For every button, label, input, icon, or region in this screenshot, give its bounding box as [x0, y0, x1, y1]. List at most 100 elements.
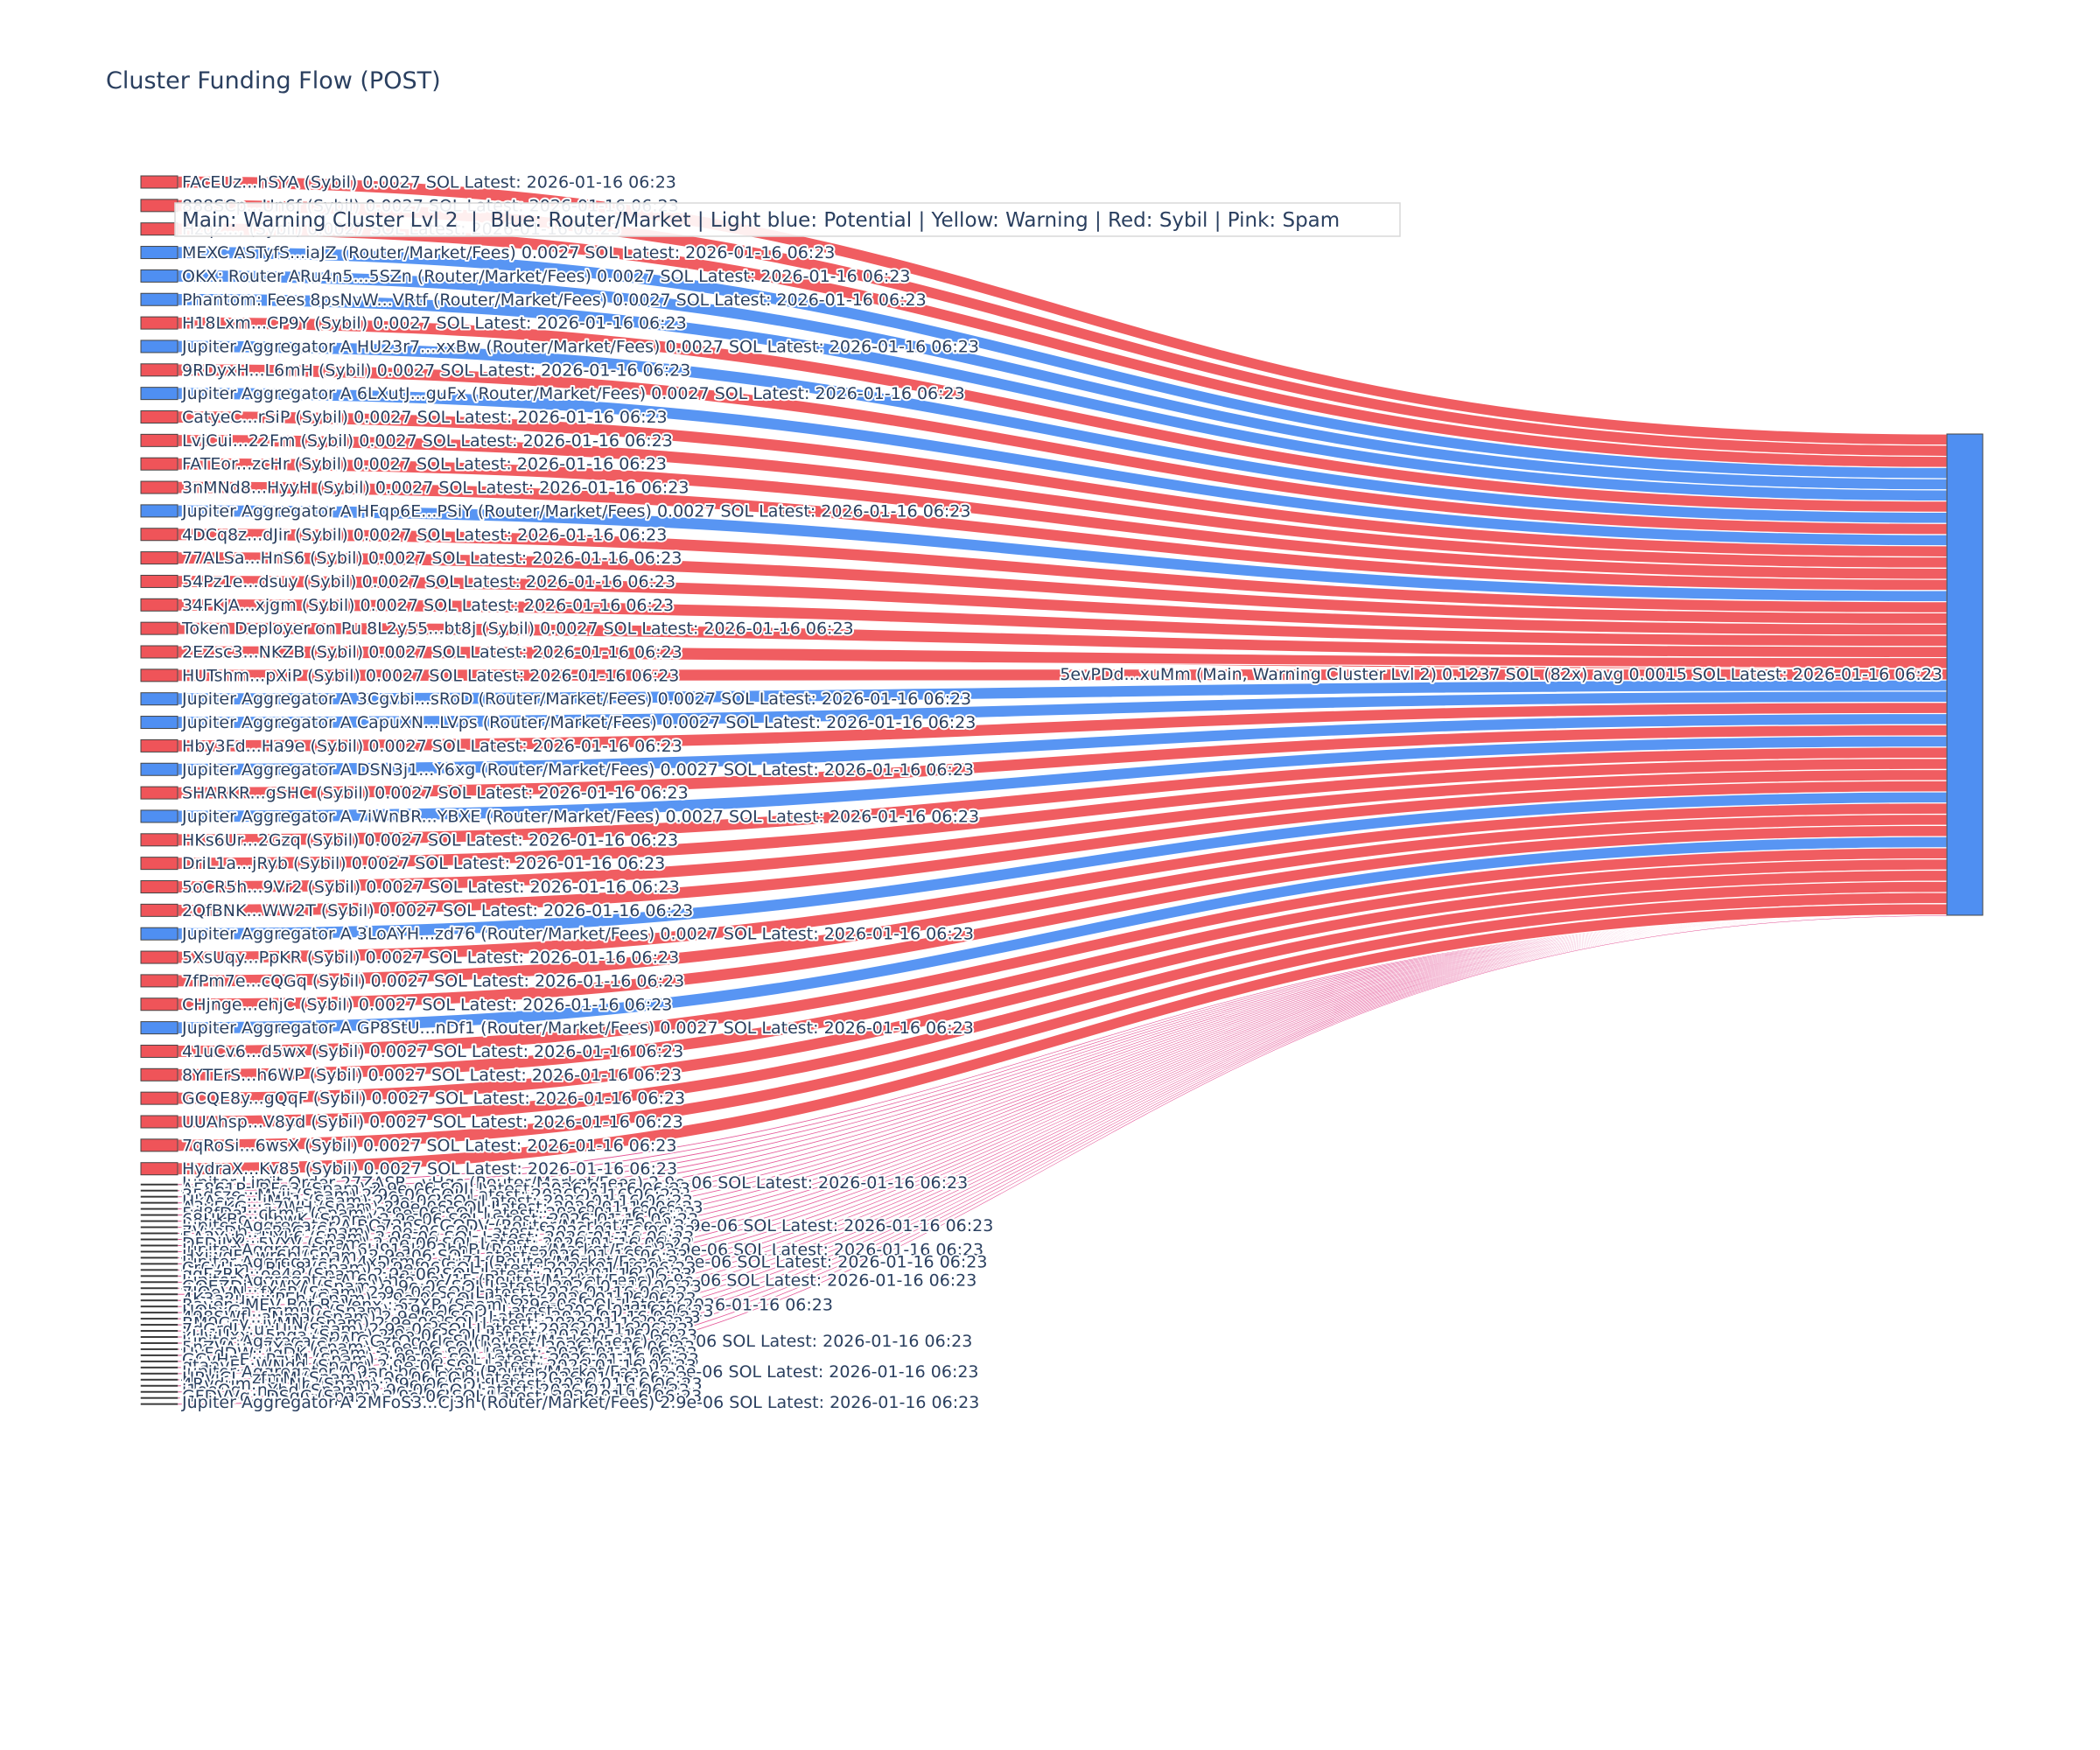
source-node[interactable] — [140, 1195, 178, 1198]
target-node[interactable] — [1946, 433, 1984, 916]
source-node[interactable] — [140, 387, 178, 401]
source-node[interactable] — [140, 410, 178, 424]
source-node[interactable] — [140, 1324, 178, 1326]
source-node[interactable] — [140, 1214, 178, 1216]
source-node[interactable] — [140, 246, 178, 260]
source-node[interactable] — [140, 363, 178, 377]
source-node-label: 5oCR5h...9Vr2 (Sybil) 0.0027 SOL Latest:… — [182, 878, 680, 897]
source-node[interactable] — [140, 738, 178, 752]
source-node[interactable] — [140, 1390, 178, 1393]
source-node[interactable] — [140, 1287, 178, 1290]
source-node[interactable] — [140, 1269, 178, 1271]
source-node-label: 5XsUqy...PpKR (Sybil) 0.0027 SOL Latest:… — [182, 948, 679, 968]
source-node[interactable] — [140, 504, 178, 518]
source-node[interactable] — [140, 1396, 178, 1399]
source-node[interactable] — [140, 1318, 178, 1320]
source-node[interactable] — [140, 1115, 178, 1129]
source-node[interactable] — [140, 1138, 178, 1152]
source-node[interactable] — [140, 903, 178, 917]
source-node[interactable] — [140, 998, 178, 1012]
source-node[interactable] — [140, 1312, 178, 1314]
source-node[interactable] — [140, 1378, 178, 1381]
source-node[interactable] — [140, 927, 178, 941]
source-node[interactable] — [140, 1250, 178, 1253]
source-node[interactable] — [140, 340, 178, 354]
source-node[interactable] — [140, 1208, 178, 1210]
source-node[interactable] — [140, 269, 178, 283]
source-node-label: SHARKR...gSHC (Sybil) 0.0027 SOL Latest:… — [182, 784, 689, 803]
source-node[interactable] — [140, 1044, 178, 1058]
source-node[interactable] — [140, 1366, 178, 1368]
source-node[interactable] — [140, 762, 178, 776]
source-node[interactable] — [140, 457, 178, 471]
source-node[interactable] — [140, 1293, 178, 1296]
source-node[interactable] — [140, 1330, 178, 1333]
sankey-link[interactable] — [177, 914, 1948, 1405]
source-node[interactable] — [140, 1201, 178, 1204]
source-node[interactable] — [140, 316, 178, 330]
source-node-label: 68HKBo...LbwK (Spam) 2.9e-06 SOL Latest:… — [182, 1210, 698, 1229]
source-node-label: 41uCv6...d5wx (Sybil) 0.0027 SOL Latest:… — [182, 1042, 683, 1061]
source-node[interactable] — [140, 433, 178, 447]
source-node-label: 77ALSa...HnS6 (Sybil) 0.0027 SOL Latest:… — [182, 549, 682, 568]
source-node[interactable] — [140, 1354, 178, 1356]
source-node[interactable] — [140, 1068, 178, 1082]
source-node[interactable] — [140, 528, 178, 542]
source-node[interactable] — [140, 1360, 178, 1362]
source-node[interactable] — [140, 668, 178, 682]
source-node-label: A3yFKG...a7WH (Spam) 2.9e-06 SOL Latest:… — [182, 1198, 704, 1217]
source-node-label: 7fPm7e...cQGq (Sybil) 0.0027 SOL Latest:… — [182, 971, 684, 990]
source-node[interactable] — [140, 1091, 178, 1105]
source-node[interactable] — [140, 1281, 178, 1284]
source-node[interactable] — [140, 1220, 178, 1222]
source-node[interactable] — [140, 809, 178, 823]
source-node[interactable] — [140, 1384, 178, 1387]
source-node[interactable] — [140, 1021, 178, 1035]
source-node[interactable] — [140, 1189, 178, 1192]
source-node[interactable] — [140, 598, 178, 612]
source-node[interactable] — [140, 692, 178, 706]
source-node[interactable] — [140, 175, 178, 189]
source-node[interactable] — [140, 1183, 178, 1186]
source-node[interactable] — [140, 1238, 178, 1241]
source-node[interactable] — [140, 1336, 178, 1338]
source-node[interactable] — [140, 1162, 178, 1176]
source-node-label: 5A2Yvb...HYk6 (Spam) 2.9e-06 SOL Latest:… — [182, 1228, 694, 1248]
source-node-label: CHjnge...ehjC (Sybil) 0.0027 SOL Latest:… — [182, 995, 672, 1014]
source-node-label: 5d8fDa...cbm5 (Spam) 2.9e-06 SOL Latest:… — [182, 1204, 696, 1223]
source-node[interactable] — [140, 950, 178, 964]
source-node[interactable] — [140, 1403, 178, 1405]
source-node[interactable] — [140, 1306, 178, 1308]
source-node-label: xUwUxx...5nga (Spam) 2.9e-06 SOL Latest:… — [182, 1326, 697, 1345]
source-node[interactable] — [140, 716, 178, 730]
source-node[interactable] — [140, 574, 178, 588]
source-node[interactable] — [140, 880, 178, 893]
source-node[interactable] — [140, 480, 178, 494]
source-node[interactable] — [140, 222, 178, 236]
source-node[interactable] — [140, 857, 178, 871]
source-node[interactable] — [140, 833, 178, 847]
source-node-label: Hby3Fd...Ha9e (Sybil) 0.0027 SOL Latest:… — [182, 737, 682, 756]
source-node[interactable] — [140, 1263, 178, 1265]
source-node-label: H18Lxm...CP9Y (Sybil) 0.0027 SOL Latest:… — [182, 314, 687, 333]
source-node[interactable] — [140, 1256, 178, 1259]
source-node[interactable] — [140, 645, 178, 659]
source-node[interactable] — [140, 1226, 178, 1228]
source-node-label: Jupiter Aggregator A 69yhfo...aV15 (Rout… — [181, 1271, 976, 1291]
source-node[interactable] — [140, 1232, 178, 1235]
source-node[interactable] — [140, 786, 178, 800]
source-node[interactable] — [140, 292, 178, 306]
source-node-label: HRyjCJ...zfmM (Spam) 2.9e-06 SOL Latest:… — [182, 1368, 688, 1388]
source-node[interactable] — [140, 1372, 178, 1375]
source-node[interactable] — [140, 199, 178, 213]
source-node[interactable] — [140, 974, 178, 988]
source-node-label: 7JQeVN...fXcP (Spam) 2.9e-06 SOL Latest:… — [182, 1283, 687, 1302]
source-node-label: 34FKjA...xjgm (Sybil) 0.0027 SOL Latest:… — [182, 596, 674, 615]
source-node[interactable] — [140, 1299, 178, 1302]
source-node[interactable] — [140, 1275, 178, 1278]
source-node[interactable] — [140, 1348, 178, 1350]
source-node[interactable] — [140, 551, 178, 565]
source-node[interactable] — [140, 1341, 178, 1344]
source-node[interactable] — [140, 621, 178, 635]
source-node[interactable] — [140, 1244, 178, 1247]
